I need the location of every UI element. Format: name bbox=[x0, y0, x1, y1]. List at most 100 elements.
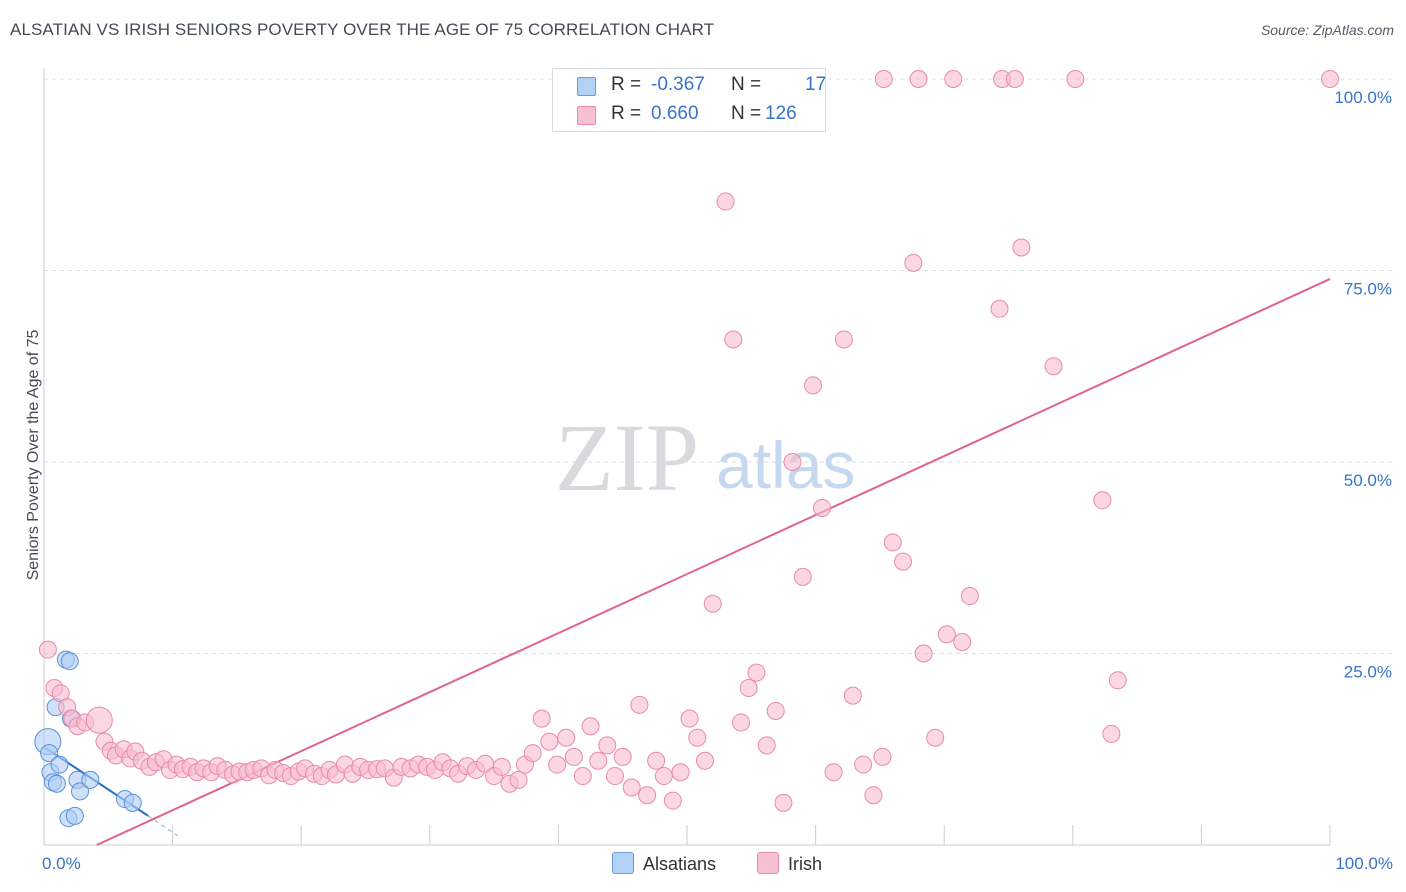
legend-n-value: 126 bbox=[765, 103, 797, 124]
legend-item-irish[interactable]: Irish bbox=[757, 852, 822, 876]
irish-point bbox=[647, 751, 666, 770]
y-axis-title: Seniors Poverty Over the Age of 75 bbox=[25, 329, 42, 581]
irish-point bbox=[38, 640, 57, 659]
irish-point bbox=[605, 767, 624, 786]
y-tick-label: 75.0% bbox=[1344, 280, 1392, 299]
alsatians-trend-extension bbox=[147, 815, 179, 837]
watermark: ZIP atlas bbox=[555, 404, 855, 511]
irish-point bbox=[990, 299, 1009, 318]
alsatians-point bbox=[81, 770, 100, 789]
irish-point bbox=[613, 747, 632, 766]
y-tick-label: 25.0% bbox=[1344, 663, 1392, 682]
irish-point bbox=[854, 755, 873, 774]
irish-point bbox=[747, 663, 766, 682]
irish-point bbox=[724, 330, 743, 349]
irish-point bbox=[937, 625, 956, 644]
legend-r-label: R = bbox=[611, 74, 642, 95]
irish-point bbox=[638, 786, 657, 805]
alsatians-point bbox=[47, 774, 66, 793]
irish-point bbox=[1321, 70, 1339, 88]
irish-legend-label: Irish bbox=[788, 854, 823, 874]
stats-legend: R = -0.367 N = 17 R = 0.660 N = 126 bbox=[552, 68, 826, 132]
irish-point bbox=[1102, 724, 1121, 743]
irish-point bbox=[783, 453, 802, 471]
watermark-zip: ZIP bbox=[555, 404, 699, 511]
irish-point bbox=[894, 552, 913, 571]
alsatians-point bbox=[65, 806, 84, 825]
irish-trend-line bbox=[96, 278, 1331, 846]
irish-point bbox=[573, 767, 592, 786]
irish-point bbox=[564, 747, 583, 766]
irish-point bbox=[1012, 238, 1031, 257]
alsatians-point bbox=[71, 782, 90, 801]
legend-r-label: R = bbox=[611, 103, 642, 124]
irish-point bbox=[874, 70, 893, 88]
irish-point bbox=[1066, 70, 1085, 88]
irish-point bbox=[944, 70, 963, 88]
irish-point bbox=[630, 695, 649, 714]
irish-point bbox=[813, 498, 832, 517]
irish-point bbox=[85, 706, 113, 734]
legend-r-value: -0.367 bbox=[651, 74, 705, 95]
irish-point bbox=[739, 678, 758, 697]
irish-point bbox=[688, 728, 707, 747]
legend-r-value: 0.660 bbox=[651, 103, 699, 124]
irish-point bbox=[548, 755, 567, 774]
irish-point bbox=[953, 633, 972, 652]
source-label: Source: ZipAtlas.com bbox=[1260, 22, 1394, 38]
trend-layer bbox=[43, 278, 1331, 846]
irish-point bbox=[1044, 357, 1063, 376]
irish-point bbox=[589, 751, 608, 770]
irish-point bbox=[766, 701, 785, 720]
irish-point bbox=[696, 751, 715, 770]
legend-item-alsatians[interactable]: Alsatians bbox=[612, 852, 716, 876]
alsatians-point bbox=[123, 793, 142, 812]
irish-point bbox=[532, 709, 551, 728]
chart-title: ALSATIAN VS IRISH SENIORS POVERTY OVER T… bbox=[10, 20, 715, 39]
irish-point bbox=[654, 767, 673, 786]
irish-point bbox=[509, 770, 528, 789]
irish-point bbox=[716, 192, 735, 211]
legend-n-label: N = bbox=[731, 74, 762, 95]
irish-point bbox=[492, 757, 511, 776]
x-tick-label: 0.0% bbox=[42, 854, 81, 873]
irish-point bbox=[757, 736, 776, 755]
irish-point bbox=[914, 644, 933, 663]
irish-legend-swatch bbox=[757, 852, 779, 874]
irish-point bbox=[1005, 70, 1024, 88]
irish-point bbox=[581, 717, 600, 736]
alsatians-legend-label: Alsatians bbox=[643, 854, 717, 874]
irish-point bbox=[1108, 671, 1127, 690]
irish-point bbox=[824, 763, 843, 782]
irish-point bbox=[904, 253, 923, 272]
grid-layer bbox=[44, 78, 1392, 654]
y-tick-label: 50.0% bbox=[1344, 471, 1392, 490]
irish-point bbox=[774, 793, 793, 812]
irish-point bbox=[883, 533, 902, 552]
alsatians-point bbox=[50, 755, 69, 774]
irish-point bbox=[873, 747, 892, 766]
irish-point bbox=[960, 587, 979, 606]
irish-point bbox=[703, 594, 722, 613]
irish-point bbox=[926, 728, 945, 747]
irish-point bbox=[793, 567, 812, 586]
irish-point bbox=[732, 713, 751, 732]
irish-point bbox=[598, 736, 617, 755]
irish-point bbox=[671, 763, 690, 782]
legend-row-alsatians: R = -0.367 N = 17 bbox=[553, 71, 827, 101]
tick-label-layer: 25.0% 50.0% 75.0% 100.0% 0.0% 100.0% bbox=[42, 88, 1393, 873]
irish-swatch bbox=[577, 106, 596, 125]
legend-row-irish: R = 0.660 N = 126 bbox=[553, 100, 825, 130]
legend-n-value: 17 bbox=[805, 74, 827, 95]
irish-point bbox=[843, 686, 862, 705]
irish-point bbox=[540, 732, 559, 751]
irish-point bbox=[557, 728, 576, 747]
irish-point bbox=[680, 709, 699, 728]
alsatians-swatch bbox=[577, 77, 596, 96]
y-tick-label: 100.0% bbox=[1334, 88, 1392, 107]
irish-point bbox=[523, 744, 542, 763]
x-tick-label: 100.0% bbox=[1335, 854, 1393, 873]
irish-point bbox=[834, 330, 853, 349]
irish-point bbox=[864, 786, 883, 805]
